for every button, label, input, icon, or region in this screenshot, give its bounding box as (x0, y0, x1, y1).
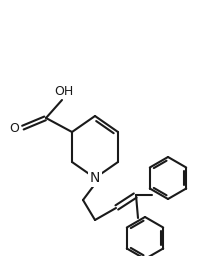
Text: N: N (90, 171, 100, 185)
Text: OH: OH (54, 85, 74, 98)
Text: O: O (9, 122, 19, 134)
